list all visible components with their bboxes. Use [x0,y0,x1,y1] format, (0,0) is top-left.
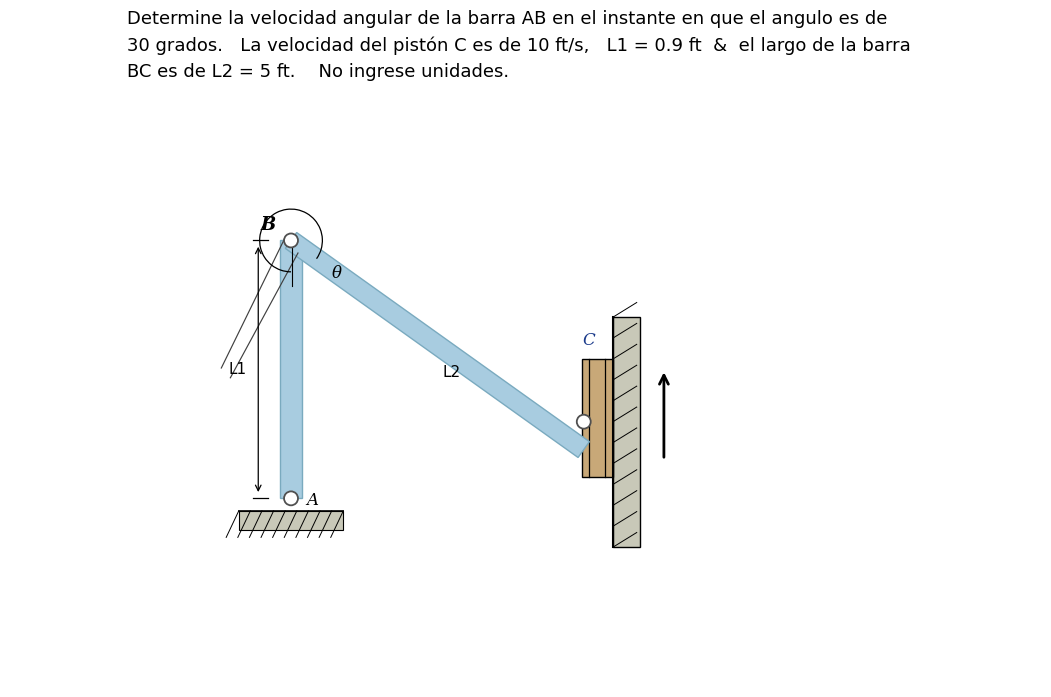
Text: L2: L2 [442,365,460,381]
Text: θ: θ [331,266,342,282]
Polygon shape [280,240,302,498]
Text: Determine la velocidad angular de la barra AB en el instante en que el angulo es: Determine la velocidad angular de la bar… [127,10,911,81]
Circle shape [577,415,591,429]
Polygon shape [285,233,590,457]
Circle shape [284,491,298,505]
Text: C: C [582,332,595,348]
Circle shape [284,233,298,247]
Bar [581,359,613,477]
Bar [239,511,344,530]
Bar [613,317,639,547]
Text: B: B [261,216,275,234]
Text: L1: L1 [228,362,246,377]
Text: A: A [306,492,318,509]
